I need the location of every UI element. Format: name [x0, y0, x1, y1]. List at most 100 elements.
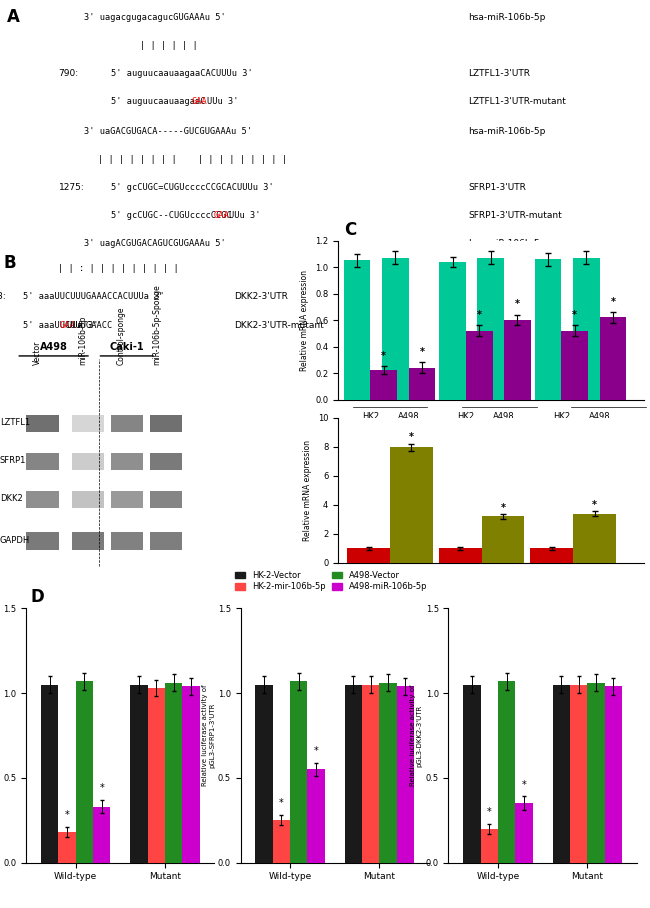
FancyBboxPatch shape	[26, 415, 58, 432]
Y-axis label: Relative mRNA expression: Relative mRNA expression	[300, 270, 309, 370]
Y-axis label: Relative luciferase activity of
pGL3-SFRP1-3'UTR: Relative luciferase activity of pGL3-SFR…	[202, 685, 215, 786]
Bar	[570, 685, 588, 863]
Text: LZTFL1-3'UTR-mutant: LZTFL1-3'UTR-mutant	[468, 96, 566, 105]
Bar	[466, 331, 493, 400]
Text: HK2: HK2	[362, 412, 379, 421]
Bar	[165, 683, 182, 863]
Text: SFRP1: SFRP1	[469, 657, 495, 666]
Text: LZTFL1: LZTFL1	[374, 434, 405, 443]
Text: *: *	[610, 297, 616, 307]
FancyBboxPatch shape	[26, 415, 58, 432]
Text: SFRP1: SFRP1	[0, 457, 27, 465]
Text: *: *	[572, 310, 577, 320]
Text: A498: A498	[40, 341, 68, 351]
Text: DKK2-3'UTR: DKK2-3'UTR	[234, 292, 288, 301]
Bar	[481, 829, 498, 863]
Text: 1523:: 1523:	[0, 292, 6, 301]
FancyBboxPatch shape	[72, 491, 104, 508]
Bar	[148, 688, 165, 863]
Bar	[362, 685, 380, 863]
FancyBboxPatch shape	[26, 453, 58, 470]
Text: *: *	[487, 807, 492, 817]
Bar	[93, 806, 110, 863]
Bar	[58, 832, 75, 863]
Text: | | : | | | | | | | | |: | | : | | | | | | | | |	[58, 263, 179, 272]
Text: Caki-1: Caki-1	[469, 628, 495, 637]
FancyBboxPatch shape	[150, 415, 182, 432]
Text: *: *	[500, 503, 506, 513]
Text: DKK2: DKK2	[0, 495, 23, 503]
Bar	[347, 548, 390, 563]
Text: *: *	[515, 300, 520, 310]
FancyBboxPatch shape	[72, 532, 104, 549]
Text: GAPDH: GAPDH	[0, 536, 31, 545]
FancyBboxPatch shape	[72, 415, 104, 432]
Text: 5' aaaUUCUUUGAACC: 5' aaaUUCUUUGAACC	[23, 321, 112, 330]
Text: A498: A498	[398, 412, 419, 421]
FancyBboxPatch shape	[111, 532, 143, 549]
Text: hsa-miR-106b-5p: hsa-miR-106b-5p	[468, 127, 545, 136]
Text: LZTFL1-3'UTR: LZTFL1-3'UTR	[468, 69, 530, 78]
Bar	[477, 258, 504, 400]
Text: 5' aaaUUCUUUGAAACCACUUUa 3': 5' aaaUUCUUUGAAACCACUUUa 3'	[23, 292, 164, 301]
Text: 5' gcCUGC--CUGUccccCCGC: 5' gcCUGC--CUGUccccCCGC	[111, 211, 231, 220]
FancyBboxPatch shape	[72, 453, 104, 470]
FancyBboxPatch shape	[111, 415, 143, 432]
Text: A498: A498	[589, 412, 610, 421]
Text: 5' auguucaauaagaaC: 5' auguucaauaagaaC	[111, 96, 205, 105]
Text: | | | | | | | |    | | | | | | | | |: | | | | | | | | | | | | | | | | |	[98, 155, 287, 164]
Text: SFRP1-3'UTR: SFRP1-3'UTR	[468, 183, 526, 192]
Bar	[463, 685, 481, 863]
Text: *: *	[382, 351, 386, 361]
FancyBboxPatch shape	[72, 453, 104, 470]
Text: Vector: Vector	[32, 341, 42, 365]
Text: 790:: 790:	[58, 69, 79, 78]
Text: HK2: HK2	[553, 412, 570, 421]
FancyBboxPatch shape	[150, 453, 182, 470]
Bar	[504, 320, 531, 400]
Text: Caki-1: Caki-1	[109, 341, 144, 351]
Text: 3' uagACGUGACAGUCGUGAAAu 5': 3' uagACGUGACAGUCGUGAAAu 5'	[84, 239, 226, 248]
Bar	[344, 685, 362, 863]
Text: *: *	[419, 347, 424, 357]
Bar	[255, 685, 273, 863]
FancyBboxPatch shape	[26, 491, 58, 508]
Text: 5' auguucaauaagaaCACUUUu 3': 5' auguucaauaagaaCACUUUu 3'	[111, 69, 252, 78]
Text: 1275:: 1275:	[58, 183, 84, 192]
Text: miR-106b-5p-Sponge: miR-106b-5p-Sponge	[153, 285, 162, 365]
Text: *: *	[99, 783, 104, 793]
Text: miR-106b-5p: miR-106b-5p	[78, 316, 87, 365]
Text: 5' gcCUGC=CUGUccccCCGCACUUUu 3': 5' gcCUGC=CUGUccccCCGCACUUUu 3'	[111, 183, 273, 192]
Text: SFRP1-3'UTR-mutant: SFRP1-3'UTR-mutant	[468, 211, 562, 220]
Legend: Vector, miR-106b-5p, Control-sponge, miR-106b-5p-sponge: Vector, miR-106b-5p, Control-sponge, miR…	[342, 417, 445, 466]
Text: 3' uaGACGUGACA-----GUCGUGAAAu 5': 3' uaGACGUGACA-----GUCGUGAAAu 5'	[84, 127, 252, 136]
Text: GAA: GAA	[60, 321, 75, 330]
Text: UUu 3': UUu 3'	[229, 211, 260, 220]
Bar	[530, 548, 573, 563]
Text: Control-sponge: Control-sponge	[117, 307, 126, 365]
Bar	[439, 548, 482, 563]
FancyBboxPatch shape	[150, 491, 182, 508]
Text: | | | | | |: | | | | | |	[140, 41, 198, 50]
Bar	[573, 514, 616, 563]
Bar	[307, 769, 325, 863]
FancyBboxPatch shape	[111, 453, 143, 470]
Text: B: B	[3, 254, 16, 272]
FancyBboxPatch shape	[111, 453, 143, 470]
Y-axis label: Relative luciferase activity of
pGL3-DKK2-3'UTR: Relative luciferase activity of pGL3-DKK…	[410, 685, 423, 786]
FancyBboxPatch shape	[150, 453, 182, 470]
Bar	[396, 686, 414, 863]
Text: DKK2-3'UTR-mutant: DKK2-3'UTR-mutant	[234, 321, 324, 330]
Text: GAA: GAA	[192, 96, 207, 105]
Text: C: C	[344, 221, 356, 239]
Text: A: A	[6, 7, 20, 25]
FancyBboxPatch shape	[150, 415, 182, 432]
FancyBboxPatch shape	[111, 491, 143, 508]
Bar	[552, 685, 570, 863]
Bar	[273, 820, 290, 863]
FancyBboxPatch shape	[111, 491, 143, 508]
FancyBboxPatch shape	[150, 532, 182, 549]
Text: *: *	[522, 780, 526, 790]
Text: HK2: HK2	[458, 412, 474, 421]
Legend: HK-2-Vector, HK-2-mir-106b-5p, A498-Vector, A498-miR-106b-5p: HK-2-Vector, HK-2-mir-106b-5p, A498-Vect…	[232, 568, 431, 595]
